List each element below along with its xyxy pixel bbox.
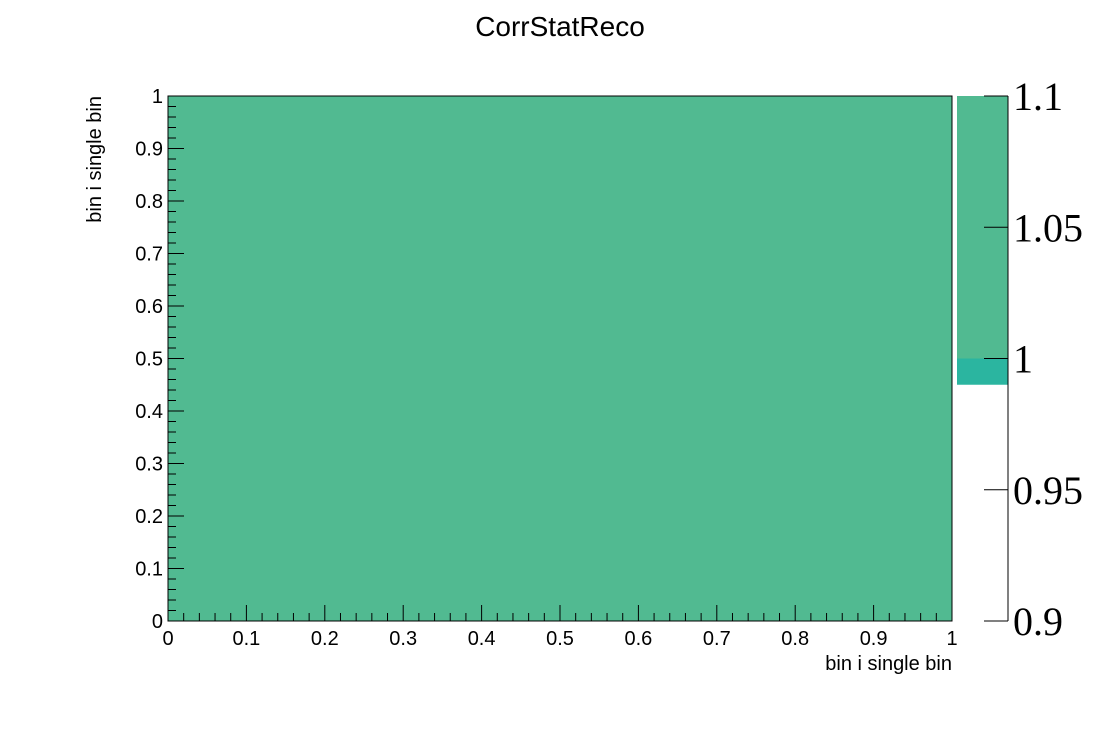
y-tick-label: 0.8 <box>135 191 163 213</box>
x-tick-label: 0.3 <box>389 628 417 650</box>
y-tick-label: 0.3 <box>135 454 163 476</box>
x-tick-label: 1 <box>946 628 957 650</box>
colorbar: 0.9 0.95 1 1.05 1.1 <box>957 74 1083 644</box>
y-axis-label: bin i single bin <box>84 96 106 223</box>
x-tick-label: 0.5 <box>546 628 574 650</box>
x-tick-label: 0.7 <box>703 628 731 650</box>
y-tick-label: 0.4 <box>135 401 163 423</box>
colorbar-tick-label: 1.1 <box>1013 74 1063 119</box>
x-tick-label: 0.9 <box>860 628 888 650</box>
x-tick-label: 0 <box>162 628 173 650</box>
y-tick-label: 0.2 <box>135 506 163 528</box>
x-tick-label: 0.4 <box>468 628 496 650</box>
y-tick-label: 0.1 <box>135 559 163 581</box>
x-tick-label: 0.6 <box>624 628 652 650</box>
x-tick-label: 0.2 <box>311 628 339 650</box>
colorbar-tick-label: 0.95 <box>1013 468 1083 513</box>
y-tick-label: 0.9 <box>135 139 163 161</box>
colorbar-tick-label: 0.9 <box>1013 599 1063 644</box>
plot-area <box>167 95 953 622</box>
y-tick-label: 1 <box>152 86 163 108</box>
colorbar-tick-label: 1.05 <box>1013 205 1083 250</box>
y-tick-label: 0.7 <box>135 244 163 266</box>
colorbar-tick-label: 1 <box>1013 337 1033 382</box>
x-tick-label: 0.1 <box>232 628 260 650</box>
chart-title: CorrStatReco <box>475 11 645 42</box>
x-axis: 0 0.1 0.2 0.3 0.4 0.5 0.6 0.7 0.8 0.9 1 <box>162 605 958 650</box>
x-axis-label: bin i single bin <box>825 653 952 675</box>
y-tick-label: 0 <box>152 611 163 633</box>
y-axis: 0 0.1 0.2 0.3 0.4 0.5 0.6 0.7 0.8 0.9 1 <box>135 86 184 633</box>
y-tick-label: 0.6 <box>135 296 163 318</box>
heatmap-cell <box>168 96 952 621</box>
x-tick-label: 0.8 <box>781 628 809 650</box>
colorbar-band <box>957 358 1008 385</box>
y-tick-label: 0.5 <box>135 349 163 371</box>
